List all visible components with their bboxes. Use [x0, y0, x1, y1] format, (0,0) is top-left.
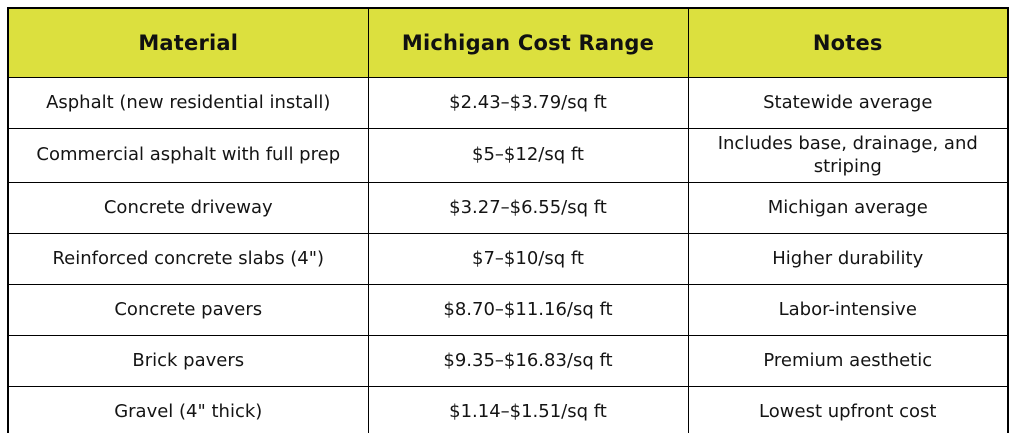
cell-notes: Labor-intensive: [687, 284, 1009, 336]
table-row: Concrete pavers $8.70–$11.16/sq ft Labor-i…: [7, 284, 1009, 336]
cell-material: Reinforced concrete slabs (4"): [7, 233, 369, 285]
table-row: Commercial asphalt with full prep $5–$12/…: [7, 128, 1009, 183]
cell-notes: Lowest upfront cost: [687, 386, 1009, 433]
cell-cost-range: $7–$10/sq ft: [367, 233, 689, 285]
cell-cost-range: $2.43–$3.79/sq ft: [367, 77, 689, 129]
cell-cost-range: $9.35–$16.83/sq ft: [367, 335, 689, 387]
cell-cost-range: $8.70–$11.16/sq ft: [367, 284, 689, 336]
cell-cost-range: $1.14–$1.51/sq ft: [367, 386, 689, 433]
cell-cost-range: $5–$12/sq ft: [367, 128, 689, 183]
cell-material: Brick pavers: [7, 335, 369, 387]
cell-notes: Statewide average: [687, 77, 1009, 129]
cell-material: Concrete pavers: [7, 284, 369, 336]
cost-table-container: Material Michigan Cost Range Notes Aspha…: [7, 7, 1009, 433]
cell-cost-range: $3.27–$6.55/sq ft: [367, 182, 689, 234]
table-row: Gravel (4" thick) $1.14–$1.51/sq ft Lowest…: [7, 386, 1009, 433]
header-row: Material Michigan Cost Range Notes: [7, 7, 1009, 78]
cell-material: Commercial asphalt with full prep: [7, 128, 369, 183]
header-notes: Notes: [687, 7, 1009, 78]
table-row: Concrete driveway $3.27–$6.55/sq ft Michig…: [7, 182, 1009, 234]
table-row: Reinforced concrete slabs (4") $7–$10/sq …: [7, 233, 1009, 285]
cell-notes: Includes base, drainage, and striping: [687, 128, 1009, 183]
table-row: Asphalt (new residential install) $2.43–$…: [7, 77, 1009, 129]
cell-notes: Higher durability: [687, 233, 1009, 285]
cell-notes: Premium aesthetic: [687, 335, 1009, 387]
table-row: Brick pavers $9.35–$16.83/sq ft Premium ae…: [7, 335, 1009, 387]
header-cost-range: Michigan Cost Range: [367, 7, 689, 78]
cell-notes: Michigan average: [687, 182, 1009, 234]
header-material: Material: [7, 7, 369, 78]
cell-material: Asphalt (new residential install): [7, 77, 369, 129]
table-body: Asphalt (new residential install) $2.43–$…: [7, 77, 1009, 433]
cell-material: Concrete driveway: [7, 182, 369, 234]
michigan-cost-table: Material Michigan Cost Range Notes Aspha…: [7, 7, 1009, 433]
cell-material: Gravel (4" thick): [7, 386, 369, 433]
